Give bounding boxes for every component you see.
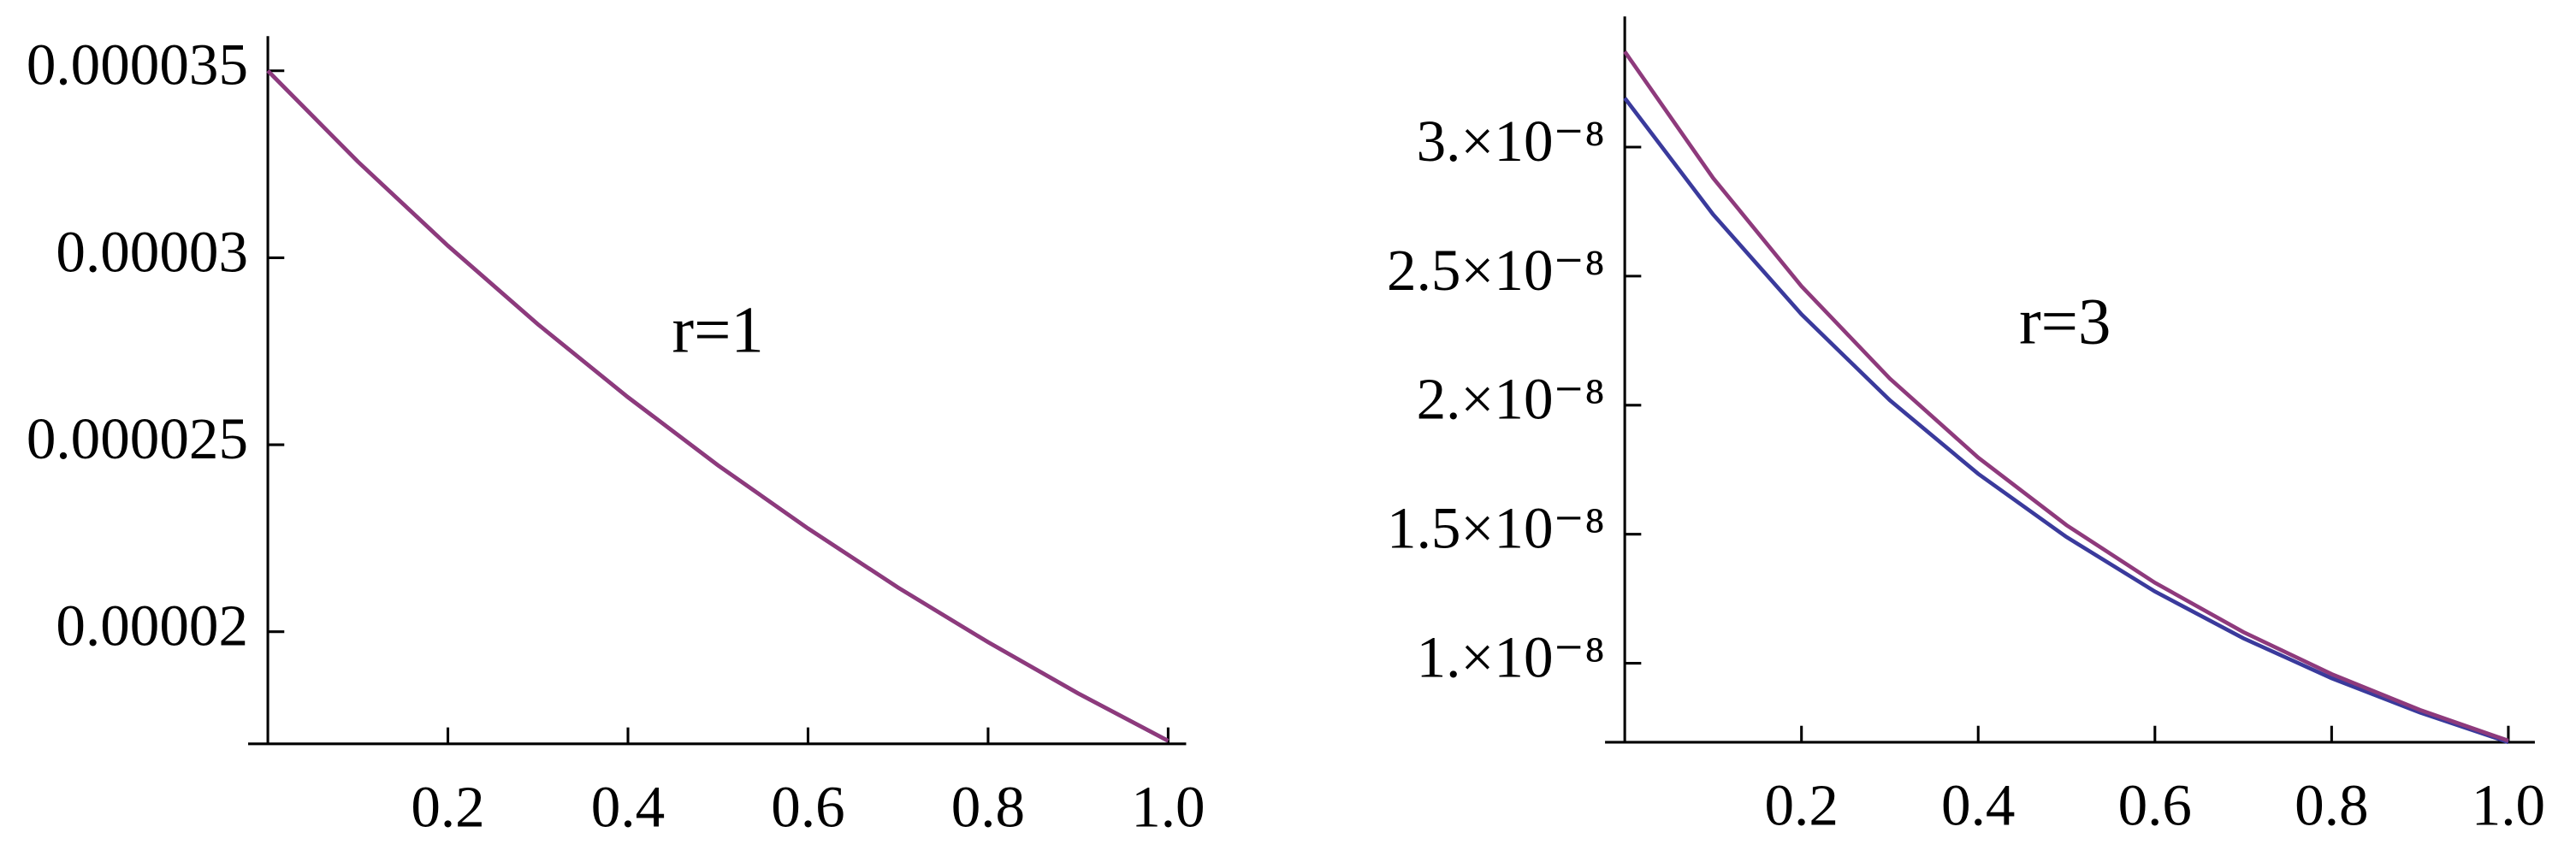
annotation: r=1 [672, 293, 764, 366]
x-tick-label: 0.6 [2118, 771, 2192, 837]
line-series [266, 69, 1170, 743]
y-tick-label: 0.00003 [56, 218, 248, 284]
y-tick-label: 1.5×10⁻⁸ [1387, 495, 1605, 561]
annotation: r=3 [2019, 286, 2111, 358]
y-tick-label: 1.×10⁻⁸ [1417, 623, 1606, 689]
x-tick-label: 0.6 [771, 773, 844, 839]
y-tick-label: 0.00002 [56, 593, 248, 658]
x-tick-label: 0.8 [951, 773, 1025, 839]
y-tick-label: 2.×10⁻⁸ [1417, 366, 1606, 432]
y-tick-label: 0.000025 [27, 405, 248, 471]
x-tick-label: 0.2 [1764, 771, 1838, 837]
x-tick-label: 0.2 [411, 773, 484, 839]
y-tick-label: 2.5×10⁻⁸ [1387, 237, 1605, 303]
x-tick-label: 1.0 [1131, 773, 1205, 839]
y-tick-label: 3.×10⁻⁸ [1417, 108, 1606, 174]
line-series [1623, 50, 2509, 743]
x-tick-label: 0.4 [591, 773, 665, 839]
x-tick-label: 0.8 [2295, 771, 2368, 837]
line-series [1623, 97, 2509, 745]
y-tick-label: 0.000035 [27, 32, 248, 97]
x-tick-label: 0.4 [1941, 771, 2015, 837]
line-series [266, 69, 1170, 743]
x-tick-label: 1.0 [2472, 771, 2545, 837]
